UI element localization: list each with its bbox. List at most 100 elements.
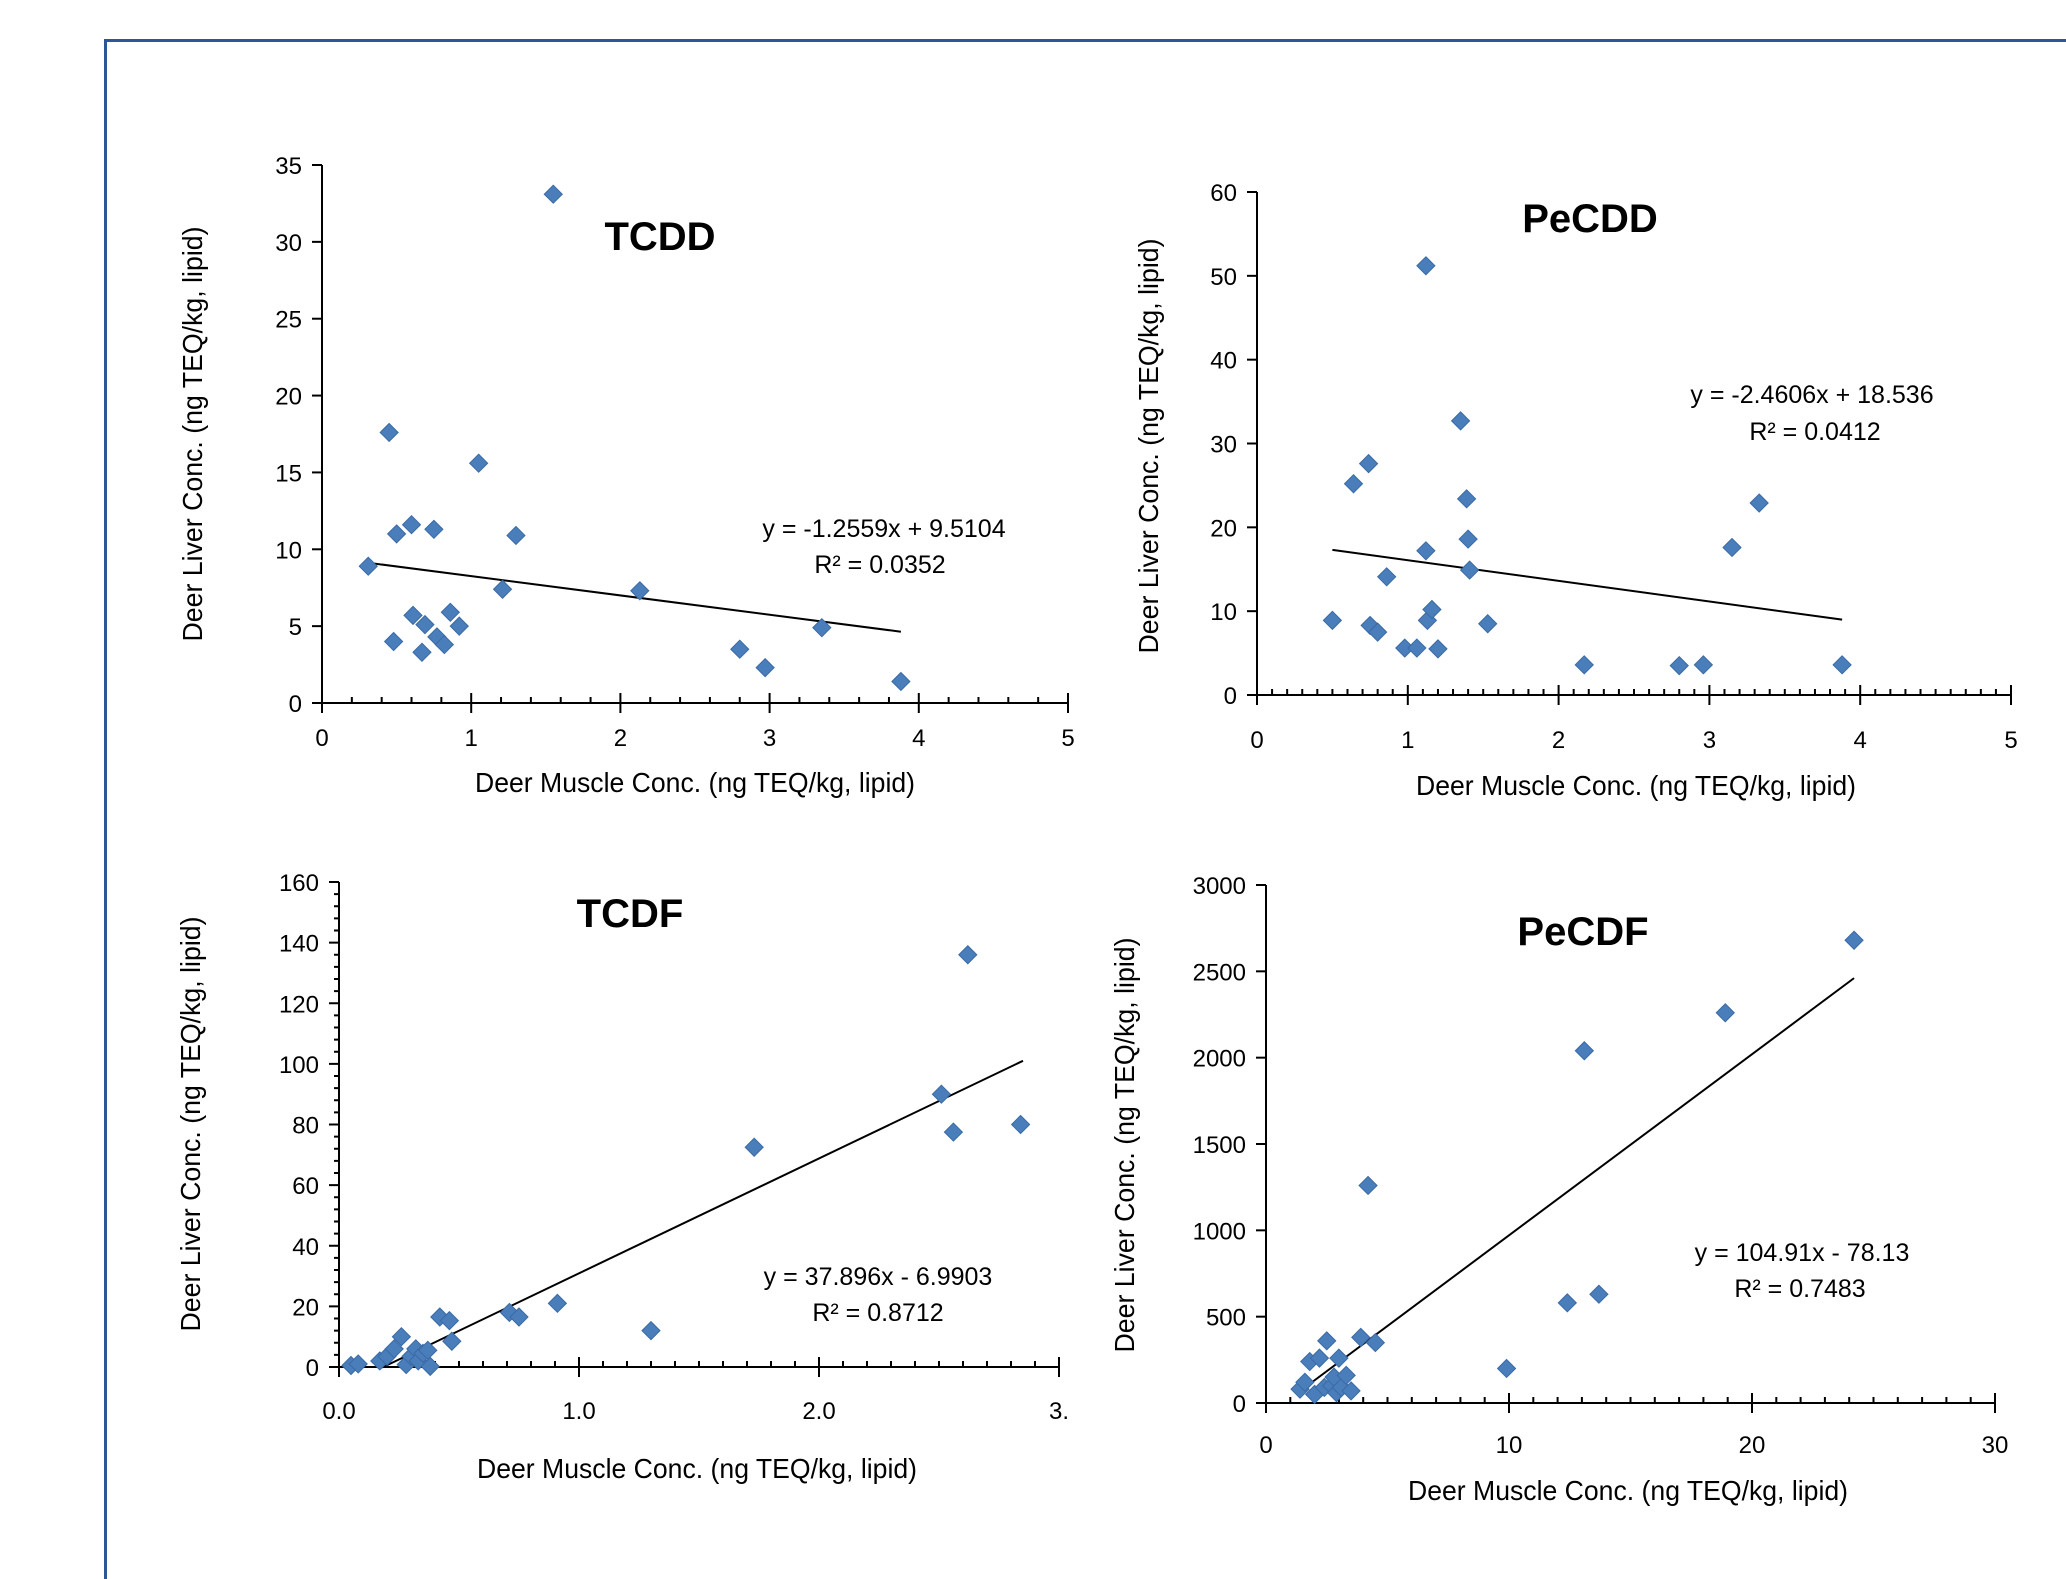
x-tick-label: 20 xyxy=(1739,1432,1766,1459)
data-point xyxy=(403,605,423,626)
data-point xyxy=(1749,493,1769,513)
y-tick-label: 40 xyxy=(292,1234,319,1261)
data-point xyxy=(1557,1293,1578,1313)
x-tick-label: 3 xyxy=(1703,727,1716,754)
y-tick-label: 0 xyxy=(306,1355,319,1382)
trendline-equation: y = 37.896x - 6.9903 xyxy=(764,1263,993,1291)
data-point xyxy=(958,945,978,965)
y-tick-label: 0 xyxy=(1233,1391,1246,1418)
y-axis-title: Deer Liver Conc. (ng TEQ/kg, lipid) xyxy=(177,227,208,642)
chart-title: TCDF xyxy=(577,892,684,936)
y-tick-label: 50 xyxy=(1210,264,1237,291)
data-point xyxy=(1428,639,1448,659)
y-tick-label: 80 xyxy=(292,1113,319,1140)
chart-3: 0 20 40 60 80 100 120 140 160 0.0 1.0 2.0 3. Deer Mus… xyxy=(175,870,1069,1484)
data-point xyxy=(440,602,461,623)
data-point xyxy=(1450,411,1471,431)
data-point xyxy=(1358,453,1379,474)
data-point xyxy=(1309,1348,1330,1368)
data-point xyxy=(1422,599,1442,620)
chart-title: PeCDF xyxy=(1517,910,1648,954)
chart-2: 0 10 20 30 40 50 60 0 1 2 3 4 5 Deer Muscle Conc. (ng… xyxy=(1133,180,2018,801)
y-axis-title: Deer Liver Conc. (ng TEQ/kg, lipid) xyxy=(175,917,206,1332)
data-point xyxy=(492,579,513,599)
trendline-equation: y = -1.2559x + 9.5104 xyxy=(762,515,1005,543)
trendline xyxy=(368,561,902,633)
data-point xyxy=(383,631,404,652)
data-point xyxy=(379,422,399,443)
data-point xyxy=(1574,655,1594,675)
chart-1: 0 5 10 15 20 25 30 35 0 1 2 3 4 5 Deer Muscle Conc. (n… xyxy=(177,153,1075,798)
r-squared-label: R² = 0.0352 xyxy=(814,551,945,579)
x-tick-label: 1 xyxy=(465,725,478,752)
x-tick-label: 4 xyxy=(912,725,925,752)
y-tick-label: 25 xyxy=(275,307,302,334)
data-point xyxy=(509,1307,529,1327)
data-point xyxy=(1343,474,1364,494)
data-point xyxy=(1336,1365,1356,1386)
y-tick-label: 2500 xyxy=(1193,959,1246,986)
x-tick-label: 0 xyxy=(1259,1432,1272,1459)
data-point xyxy=(420,1356,440,1377)
data-point xyxy=(439,1310,460,1331)
y-tick-label: 160 xyxy=(279,870,319,897)
data-point xyxy=(434,634,455,655)
data-point xyxy=(1416,541,1436,561)
y-tick-label: 500 xyxy=(1206,1305,1246,1332)
data-point xyxy=(1322,610,1343,631)
trendline xyxy=(1299,977,1855,1392)
data-point xyxy=(943,1122,964,1142)
data-point xyxy=(424,519,444,540)
y-tick-label: 0 xyxy=(289,691,302,718)
y-tick-label: 0 xyxy=(1224,683,1237,710)
data-point xyxy=(1844,930,1864,950)
x-tick-label: 0 xyxy=(1250,727,1263,754)
data-point xyxy=(812,617,832,638)
data-point xyxy=(1589,1284,1609,1304)
y-axis-title: Deer Liver Conc. (ng TEQ/kg, lipid) xyxy=(1109,938,1140,1353)
y-tick-label: 15 xyxy=(275,460,302,487)
x-tick-label: 30 xyxy=(1982,1432,2009,1459)
x-tick-label: 1 xyxy=(1401,727,1414,754)
data-point xyxy=(1010,1114,1031,1135)
y-tick-label: 35 xyxy=(275,153,302,180)
x-tick-label: 2.0 xyxy=(802,1398,835,1425)
x-tick-label: 0.0 xyxy=(322,1398,355,1425)
data-point xyxy=(744,1137,764,1157)
data-point xyxy=(931,1084,952,1104)
y-tick-label: 40 xyxy=(1210,348,1237,375)
y-tick-label: 30 xyxy=(1210,432,1237,459)
data-point xyxy=(449,616,469,636)
chart-4: 0 500 1000 1500 2000 2500 3000 0 10 20 30 Deer Musc… xyxy=(1109,873,2008,1506)
y-tick-label: 120 xyxy=(279,991,319,1018)
x-axis-title: Deer Muscle Conc. (ng TEQ/kg, lipid) xyxy=(475,767,915,798)
x-tick-label: 5 xyxy=(2004,727,2017,754)
data-point xyxy=(1317,1331,1337,1351)
data-point xyxy=(1367,622,1388,642)
data-point xyxy=(442,1331,462,1351)
y-tick-label: 10 xyxy=(275,537,302,564)
x-tick-label: 3 xyxy=(763,725,776,752)
x-tick-label: 1.0 xyxy=(562,1398,595,1425)
x-axis-title: Deer Muscle Conc. (ng TEQ/kg, lipid) xyxy=(1408,1475,1848,1506)
x-tick-label: 4 xyxy=(1854,727,1867,754)
y-tick-label: 5 xyxy=(289,614,302,641)
chart-title: PeCDD xyxy=(1522,197,1658,241)
data-point xyxy=(1459,560,1480,580)
data-point xyxy=(1693,655,1714,675)
data-point xyxy=(755,657,775,678)
x-tick-label: 2 xyxy=(614,725,627,752)
data-point xyxy=(547,1293,568,1314)
data-point xyxy=(348,1354,368,1374)
data-point xyxy=(1574,1041,1595,1061)
data-point xyxy=(468,453,489,473)
data-point xyxy=(1341,1381,1361,1401)
data-point xyxy=(386,524,407,544)
data-point xyxy=(1478,614,1498,634)
r-squared-label: R² = 0.8712 xyxy=(812,1299,943,1327)
y-tick-label: 60 xyxy=(292,1173,319,1200)
trendline-equation: y = -2.4606x + 18.536 xyxy=(1690,381,1933,409)
data-point xyxy=(1496,1358,1517,1379)
